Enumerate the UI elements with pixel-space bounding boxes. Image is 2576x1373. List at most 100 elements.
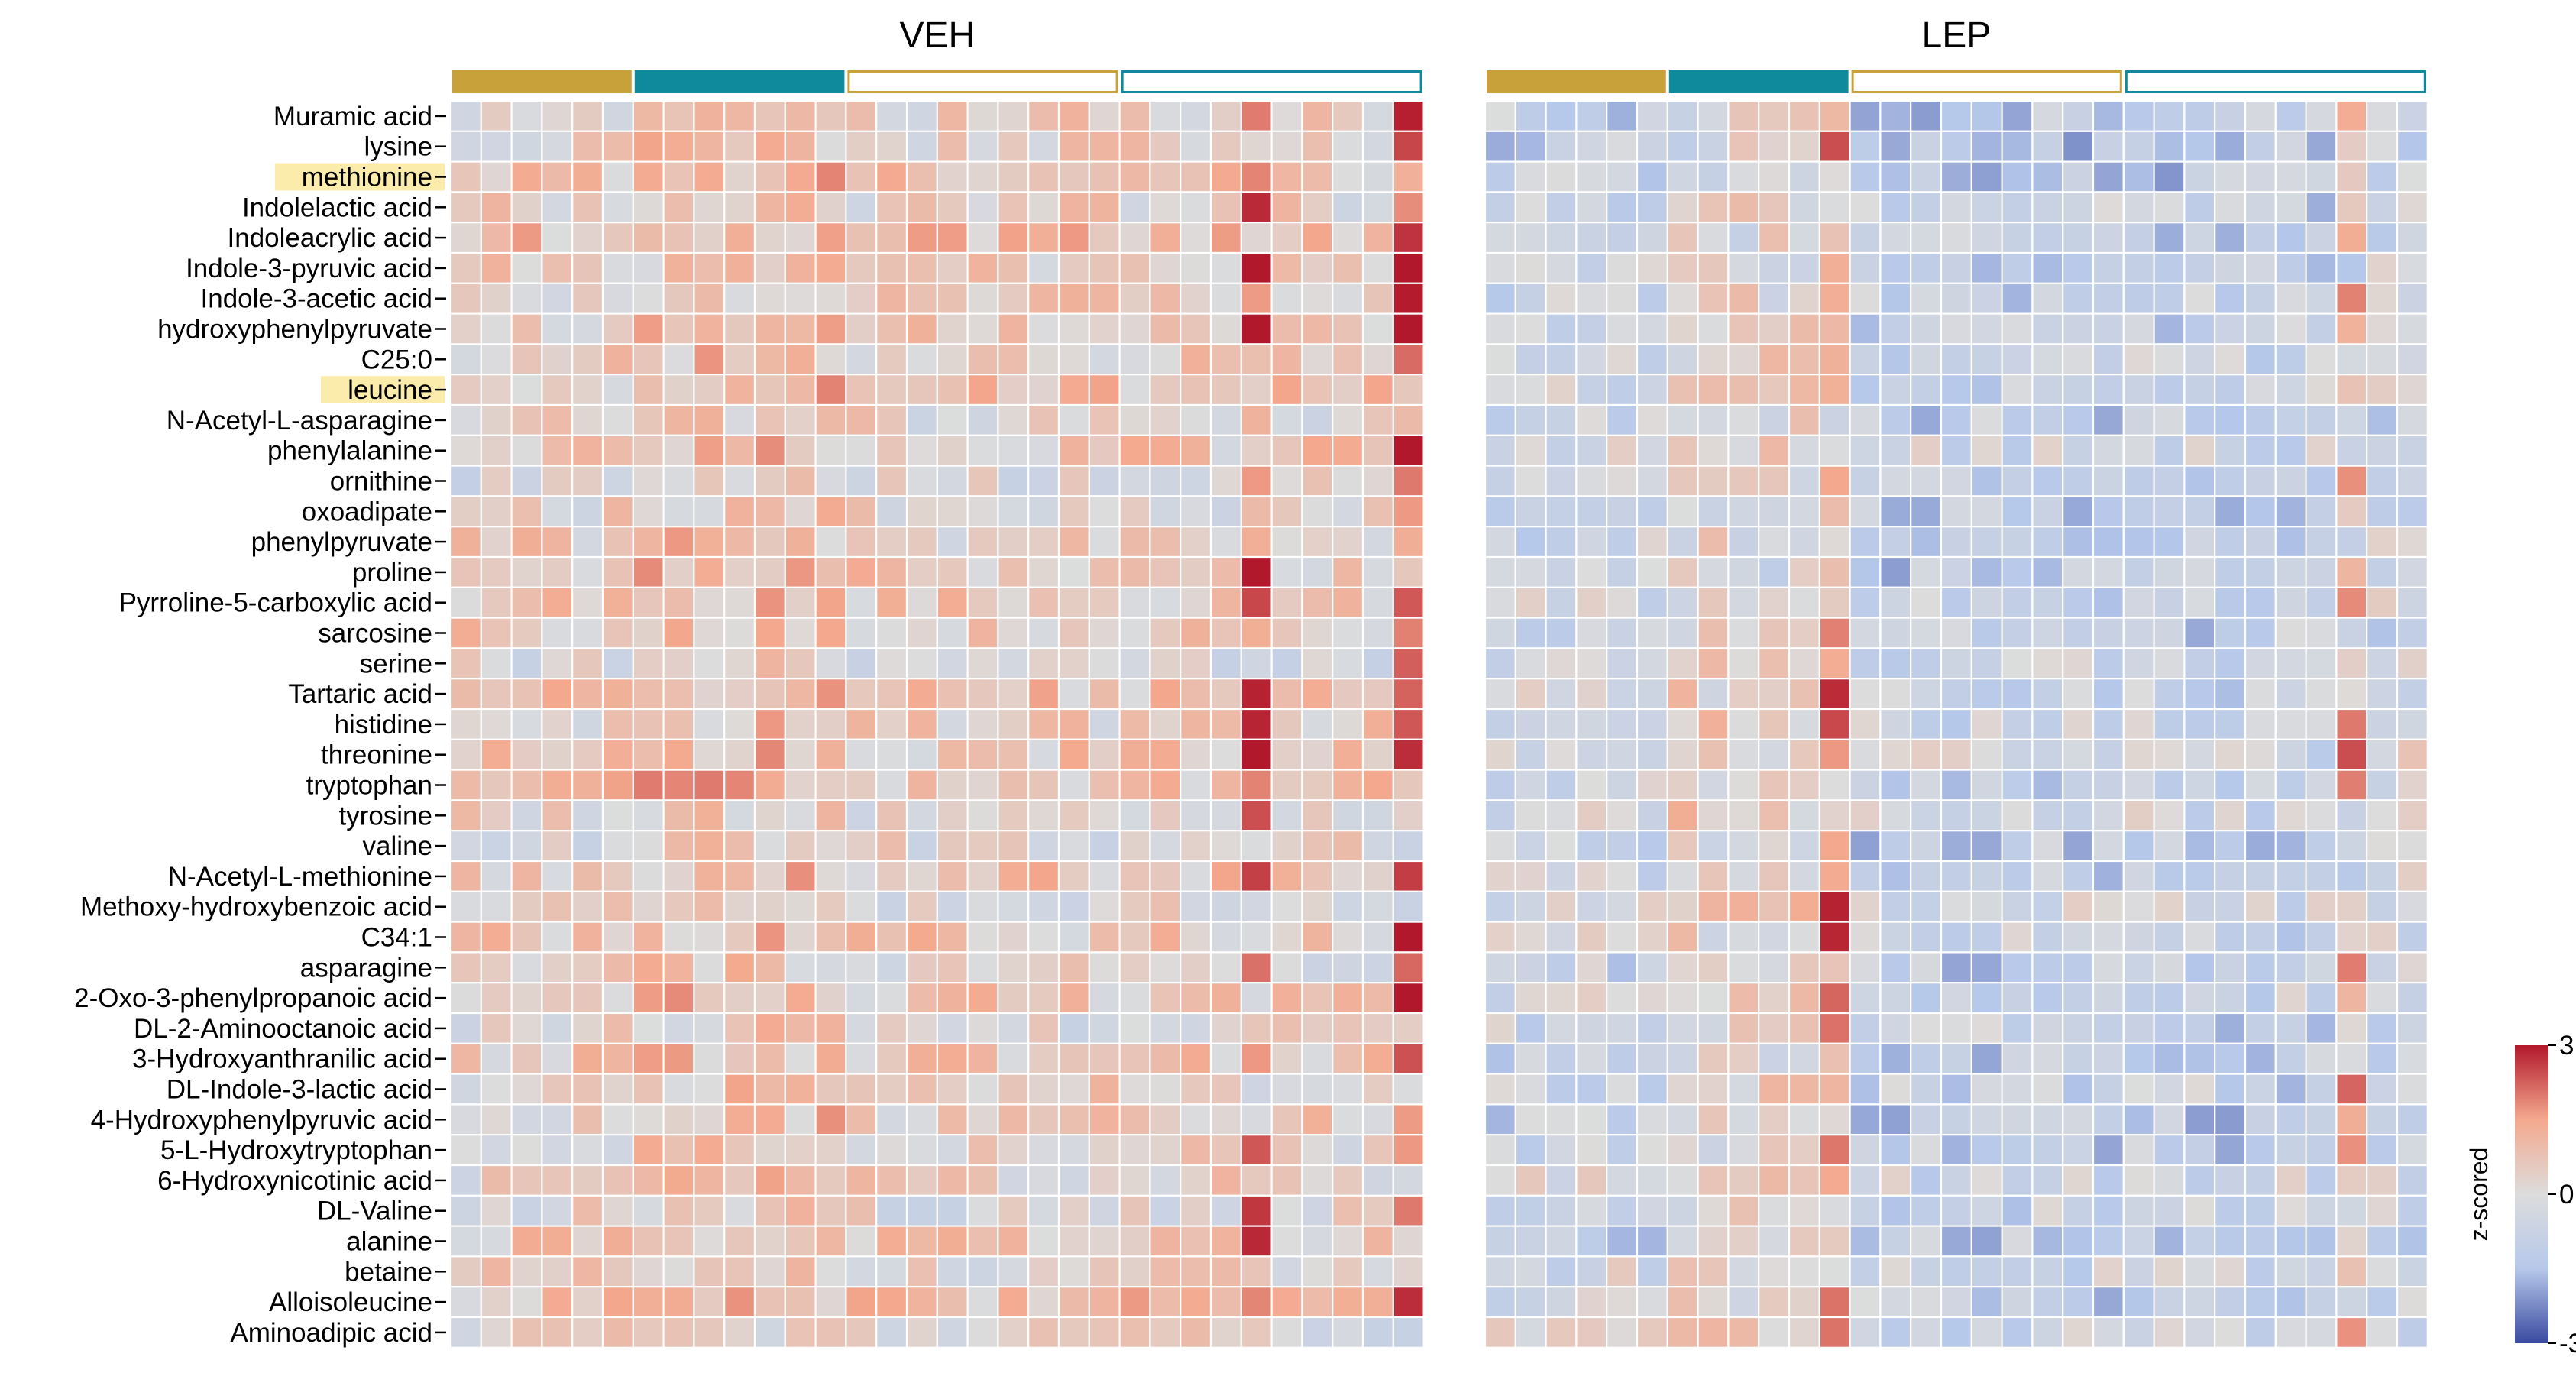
heatmap-cell — [1088, 1103, 1121, 1136]
heatmap-cell — [1545, 860, 1578, 892]
heatmap-cell — [1240, 1164, 1273, 1197]
heatmap-cell — [1910, 1073, 1943, 1106]
heatmap-cell — [997, 251, 1030, 284]
heatmap-cell — [1727, 251, 1760, 284]
heatmap-cell — [601, 951, 634, 984]
heatmap-cell — [662, 860, 695, 892]
heatmap-cell — [875, 921, 908, 954]
heatmap-cell — [1910, 191, 1943, 224]
heatmap-cell — [1301, 282, 1334, 315]
heatmap-cell — [936, 222, 969, 254]
heatmap-cell — [2001, 343, 2034, 376]
heatmap-cell — [1149, 130, 1182, 163]
heatmap-cell — [2274, 1103, 2307, 1136]
heatmap-cell — [2305, 799, 2338, 832]
heatmap-cell — [693, 465, 726, 497]
heatmap-cell — [2335, 191, 2368, 224]
heatmap-cell — [1149, 1225, 1182, 1258]
heatmap-cell — [2244, 890, 2277, 923]
heatmap-cell — [1118, 403, 1151, 436]
heatmap-cell — [541, 1316, 574, 1349]
heatmap-cell — [814, 1164, 847, 1197]
heatmap-cell — [2274, 99, 2307, 132]
heatmap-cell — [2305, 465, 2338, 497]
heatmap-cell — [1606, 1073, 1639, 1106]
heatmap-cell — [571, 1134, 604, 1167]
heatmap-cell — [2396, 921, 2429, 954]
heatmap-cell — [1879, 130, 1912, 163]
heatmap-cell — [1301, 1134, 1334, 1167]
heatmap-cell — [2092, 251, 2125, 284]
heatmap-cell — [1575, 1012, 1608, 1044]
heatmap-cell — [571, 860, 604, 892]
heatmap-cell — [1514, 343, 1547, 376]
heatmap-cell — [571, 526, 604, 559]
heatmap-cell — [480, 343, 513, 376]
heatmap-cell — [2122, 99, 2155, 132]
heatmap-cell — [2183, 1194, 2216, 1227]
heatmap-cell — [2031, 343, 2064, 376]
heatmap-cell — [2001, 1012, 2034, 1044]
heatmap-cell — [449, 708, 482, 740]
heatmap-cell — [510, 1164, 543, 1197]
heatmap-cell — [1666, 1134, 1699, 1167]
heatmap-cell — [2062, 495, 2095, 528]
heatmap-cell — [1240, 465, 1273, 497]
heatmap-cell — [1240, 708, 1273, 740]
heatmap-cell — [1180, 130, 1212, 163]
heatmap-cell — [1849, 130, 1882, 163]
heatmap-cell — [1301, 374, 1334, 406]
heatmap-cell — [693, 647, 726, 680]
heatmap-cell — [1301, 890, 1334, 923]
heatmap-cell — [1758, 830, 1791, 863]
heatmap-cell — [753, 586, 786, 619]
heatmap-cell — [1879, 465, 1912, 497]
heatmap-cell — [1301, 586, 1334, 619]
heatmap-cell — [662, 678, 695, 711]
heatmap-cell — [2244, 860, 2277, 892]
heatmap-cell — [2031, 1103, 2064, 1136]
heatmap-cell — [1270, 312, 1303, 345]
heatmap-cell — [1149, 1073, 1182, 1106]
heatmap-cell — [2396, 222, 2429, 254]
heatmap-cell — [1970, 99, 2003, 132]
heatmap-cell — [693, 1194, 726, 1227]
heatmap-cell — [1180, 738, 1212, 771]
heatmap-cell — [1209, 526, 1242, 559]
heatmap-cell — [1788, 343, 1820, 376]
heatmap-cell — [1088, 830, 1121, 863]
heatmap-cell — [571, 1194, 604, 1227]
heatmap-cell — [905, 1194, 938, 1227]
heatmap-cell — [1361, 465, 1394, 497]
heatmap-cell — [2214, 647, 2247, 680]
heatmap-cell — [2153, 769, 2186, 801]
heatmap-cell — [541, 434, 574, 467]
heatmap-cell — [2183, 890, 2216, 923]
heatmap-cell — [1332, 495, 1364, 528]
heatmap-cell — [905, 769, 938, 801]
heatmap-cell — [2092, 830, 2125, 863]
heatmap-cell — [1606, 160, 1639, 193]
heatmap-cell — [1057, 890, 1090, 923]
heatmap-cell — [541, 555, 574, 588]
heatmap-cell — [1332, 99, 1364, 132]
heatmap-cell — [1666, 1042, 1699, 1075]
heatmap-cell — [875, 251, 908, 284]
heatmap-cell — [2092, 708, 2125, 740]
heatmap-cell — [845, 921, 878, 954]
heatmap-cell — [1606, 860, 1639, 892]
heatmap-cell — [1332, 1255, 1364, 1288]
heatmap-cell — [1849, 1073, 1882, 1106]
heatmap-cell — [480, 1255, 513, 1288]
heatmap-cell — [1970, 708, 2003, 740]
heatmap-cell — [2396, 678, 2429, 711]
heatmap-cell — [1027, 982, 1060, 1015]
heatmap-cell — [1758, 312, 1791, 345]
heatmap-cell — [480, 465, 513, 497]
heatmap-cell — [1879, 374, 1912, 406]
heatmap-cell — [1301, 526, 1334, 559]
heatmap-cell — [571, 1042, 604, 1075]
heatmap-cell — [2183, 434, 2216, 467]
heatmap-cell — [2001, 130, 2034, 163]
heatmap-cell — [1392, 830, 1425, 863]
